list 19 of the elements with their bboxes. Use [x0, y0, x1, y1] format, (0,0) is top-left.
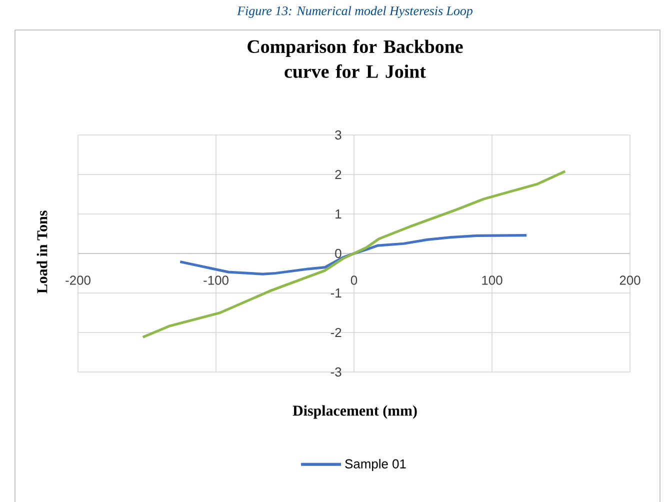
line-series — [142, 170, 566, 339]
y-tick-label: 1 — [336, 210, 342, 218]
x-tick-label: 0 — [350, 276, 358, 285]
x-tick-label: 100 — [482, 276, 502, 285]
x-tick-label: -100 — [204, 276, 228, 285]
y-axis-title: Load in Tons — [36, 210, 48, 294]
y-tick-label: -2 — [330, 328, 342, 338]
y-tick-label: -1 — [330, 288, 342, 298]
chart-title: Comparison for Backbone curve for L Joint — [248, 40, 463, 78]
x-tick-label: -200 — [66, 276, 90, 285]
y-tick-label: 2 — [335, 170, 342, 180]
line-series — [178, 234, 528, 276]
x-tick-label: 200 — [620, 276, 640, 285]
y-tick-label: 3 — [335, 130, 342, 140]
caption: Figure 13: Numerical model Hysteresis Loop — [237, 6, 472, 18]
legend-label: Sample 01 — [345, 458, 406, 472]
y-tick-label: 0 — [335, 248, 342, 258]
x-axis-title: Displacement (mm) — [292, 405, 417, 419]
y-tick-label: -3 — [330, 367, 342, 377]
